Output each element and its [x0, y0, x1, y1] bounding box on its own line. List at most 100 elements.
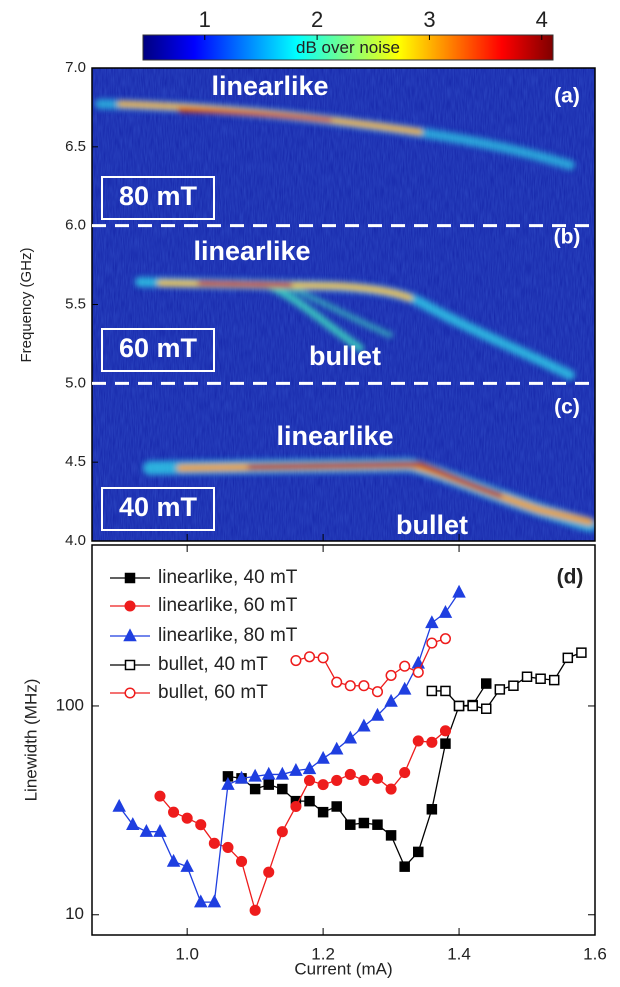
y-tick-label: 6.0: [65, 217, 86, 234]
marker: [426, 637, 438, 649]
plot-frame: [91, 544, 596, 936]
marker: [234, 770, 249, 784]
colorbar-tick-label: 1: [199, 7, 211, 32]
marker: [562, 652, 574, 664]
marker: [139, 824, 154, 837]
marker: [385, 783, 397, 795]
y-tick-label: 100: [56, 695, 84, 714]
marker: [426, 804, 438, 815]
marker: [412, 666, 424, 678]
marker: [413, 846, 424, 858]
legend-label: bullet, 40 mT: [158, 654, 268, 675]
marker: [276, 826, 288, 838]
series-line: [159, 730, 446, 913]
marker: [399, 766, 411, 779]
marker: [439, 633, 452, 645]
marker: [535, 673, 546, 684]
marker: [261, 766, 276, 780]
marker: [384, 693, 398, 707]
marker: [331, 801, 342, 812]
marker: [194, 894, 208, 908]
marker: [263, 779, 274, 790]
marker: [290, 800, 302, 813]
marker: [358, 817, 370, 829]
legend-label: linearlike, 80 mT: [158, 625, 298, 646]
marker: [438, 604, 453, 618]
marker: [248, 768, 262, 782]
marker: [412, 735, 424, 747]
y-tick-label: 4.5: [65, 453, 86, 470]
annotation: 80 mT: [119, 181, 198, 211]
marker: [289, 763, 303, 776]
marker: [372, 819, 383, 830]
marker: [399, 660, 411, 672]
annotation: linearlike: [211, 71, 328, 101]
marker: [168, 806, 180, 818]
marker: [344, 768, 356, 780]
marker: [303, 651, 316, 663]
marker: [548, 674, 560, 686]
marker: [277, 783, 288, 795]
marker: [397, 681, 412, 695]
annotation: 60 mT: [119, 333, 198, 363]
marker: [426, 685, 438, 697]
marker: [343, 730, 358, 744]
annotation-box: [101, 176, 215, 220]
marker: [440, 685, 451, 697]
colorbar: [142, 34, 554, 61]
marker: [154, 790, 166, 802]
marker: [290, 654, 302, 667]
heatmap-image: [92, 68, 595, 541]
marker: [249, 783, 261, 795]
marker: [302, 761, 317, 775]
colorbar-tick-label: 2: [311, 7, 323, 32]
marker: [439, 725, 452, 737]
marker: [317, 806, 329, 818]
colorbar-label: dB over noise: [296, 38, 400, 57]
marker: [440, 738, 451, 749]
legend-label: linearlike, 40 mT: [158, 567, 298, 588]
marker: [195, 819, 207, 831]
annotation: 40 mT: [119, 492, 198, 522]
x-tick-label: 1.2: [311, 944, 335, 963]
x-axis-label: Current (mA): [294, 959, 392, 978]
marker: [358, 680, 370, 692]
marker: [385, 669, 397, 681]
marker: [181, 812, 193, 824]
y-tick-label: 7.0: [65, 59, 86, 76]
marker: [345, 819, 356, 830]
panel-label: (d): [557, 566, 584, 589]
marker: [303, 774, 316, 786]
annotation: bullet: [396, 510, 468, 540]
marker: [385, 830, 397, 841]
panel-label: (b): [554, 226, 581, 249]
marker: [317, 652, 329, 664]
marker: [221, 777, 235, 790]
marker: [331, 676, 343, 688]
legend-label: linearlike, 60 mT: [158, 595, 298, 616]
marker: [166, 853, 181, 867]
marker: [344, 680, 356, 692]
y-tick-label: 6.5: [65, 138, 86, 155]
y-axis-label: Linewidth (MHz): [21, 679, 40, 802]
panel-label: (c): [554, 396, 580, 419]
colorbar-tick-label: 3: [423, 7, 435, 32]
marker: [317, 779, 329, 791]
marker: [208, 837, 220, 849]
legend-marker: [124, 659, 136, 671]
marker: [331, 774, 343, 786]
marker: [425, 615, 439, 629]
marker: [480, 703, 492, 714]
x-tick-label: 1.4: [447, 944, 471, 963]
marker: [467, 700, 478, 712]
marker: [112, 798, 126, 812]
marker: [249, 904, 261, 916]
annotation: bullet: [309, 341, 381, 371]
marker: [357, 718, 371, 732]
annotation-box: [101, 487, 215, 531]
x-tick-label: 1.6: [583, 944, 607, 963]
marker: [399, 861, 410, 872]
marker: [426, 736, 438, 748]
marker: [370, 707, 385, 721]
